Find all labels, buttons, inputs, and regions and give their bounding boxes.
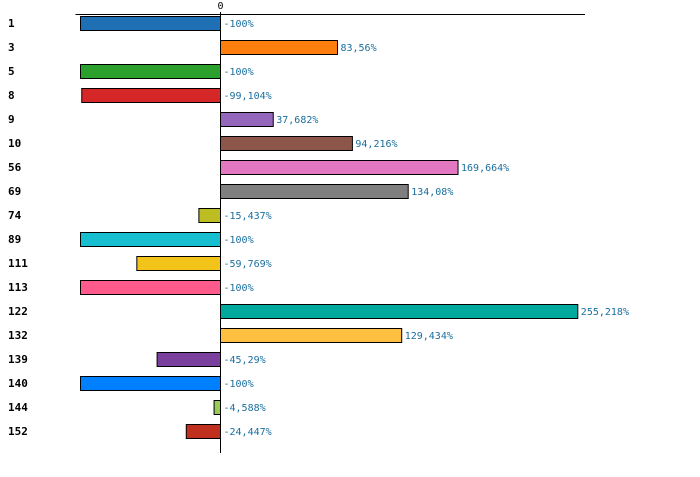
value-label-111: -59,769% bbox=[224, 259, 272, 270]
category-label-122: 122 bbox=[8, 305, 28, 318]
category-label-144: 144 bbox=[8, 401, 28, 414]
bar-144 bbox=[213, 400, 221, 415]
category-label-74: 74 bbox=[8, 209, 22, 222]
bar-122 bbox=[220, 304, 579, 319]
bar-69 bbox=[220, 184, 409, 199]
bars-group bbox=[80, 16, 579, 439]
value-labels-group: -100% 83,56% -100% -99,104% 37,682% 94,216% 16… bbox=[224, 19, 629, 438]
category-label-3: 3 bbox=[8, 41, 15, 54]
category-label-9: 9 bbox=[8, 113, 15, 126]
value-label-139: -45,29% bbox=[224, 355, 266, 366]
value-label-113: -100% bbox=[224, 283, 254, 294]
bar-3 bbox=[220, 40, 338, 55]
category-label-139: 139 bbox=[8, 353, 28, 366]
value-label-8: -99,104% bbox=[224, 91, 272, 102]
bar-152 bbox=[185, 424, 221, 439]
category-label-1: 1 bbox=[8, 17, 15, 30]
bar-74 bbox=[198, 208, 221, 223]
bar-1 bbox=[80, 16, 221, 31]
category-label-113: 113 bbox=[8, 281, 28, 294]
category-label-56: 56 bbox=[8, 161, 22, 174]
value-label-69: 134,08% bbox=[411, 187, 453, 198]
value-label-10: 94,216% bbox=[355, 139, 397, 150]
value-label-122: 255,218% bbox=[581, 307, 629, 318]
category-label-111: 111 bbox=[8, 257, 28, 270]
value-label-132: 129,434% bbox=[405, 331, 453, 342]
category-label-5: 5 bbox=[8, 65, 15, 78]
bar-89 bbox=[80, 232, 221, 247]
value-label-9: 37,682% bbox=[276, 115, 318, 126]
category-label-69: 69 bbox=[8, 185, 21, 198]
category-label-10: 10 bbox=[8, 137, 21, 150]
value-label-56: 169,664% bbox=[461, 163, 509, 174]
bar-10 bbox=[220, 136, 353, 151]
category-label-132: 132 bbox=[8, 329, 28, 342]
value-label-152: -24,447% bbox=[224, 427, 272, 438]
bar-5 bbox=[80, 64, 221, 79]
value-label-144: -4,588% bbox=[224, 403, 266, 414]
value-label-1: -100% bbox=[224, 19, 254, 30]
value-label-74: -15,437% bbox=[224, 211, 272, 222]
bar-139 bbox=[156, 352, 221, 367]
bar-132 bbox=[220, 328, 403, 343]
bar-140 bbox=[80, 376, 221, 391]
bar-56 bbox=[220, 160, 459, 175]
category-label-140: 140 bbox=[8, 377, 28, 390]
bar-113 bbox=[80, 280, 221, 295]
category-label-152: 152 bbox=[8, 425, 28, 438]
value-label-5: -100% bbox=[224, 67, 254, 78]
bar-8 bbox=[81, 88, 222, 103]
value-label-3: 83,56% bbox=[340, 43, 376, 54]
value-label-89: -100% bbox=[224, 235, 254, 246]
value-label-140: -100% bbox=[224, 379, 254, 390]
zero-tick-label: 0 bbox=[217, 1, 223, 12]
category-label-8: 8 bbox=[8, 89, 15, 102]
bar-111 bbox=[136, 256, 221, 271]
bar-9 bbox=[220, 112, 274, 127]
category-label-89: 89 bbox=[8, 233, 21, 246]
